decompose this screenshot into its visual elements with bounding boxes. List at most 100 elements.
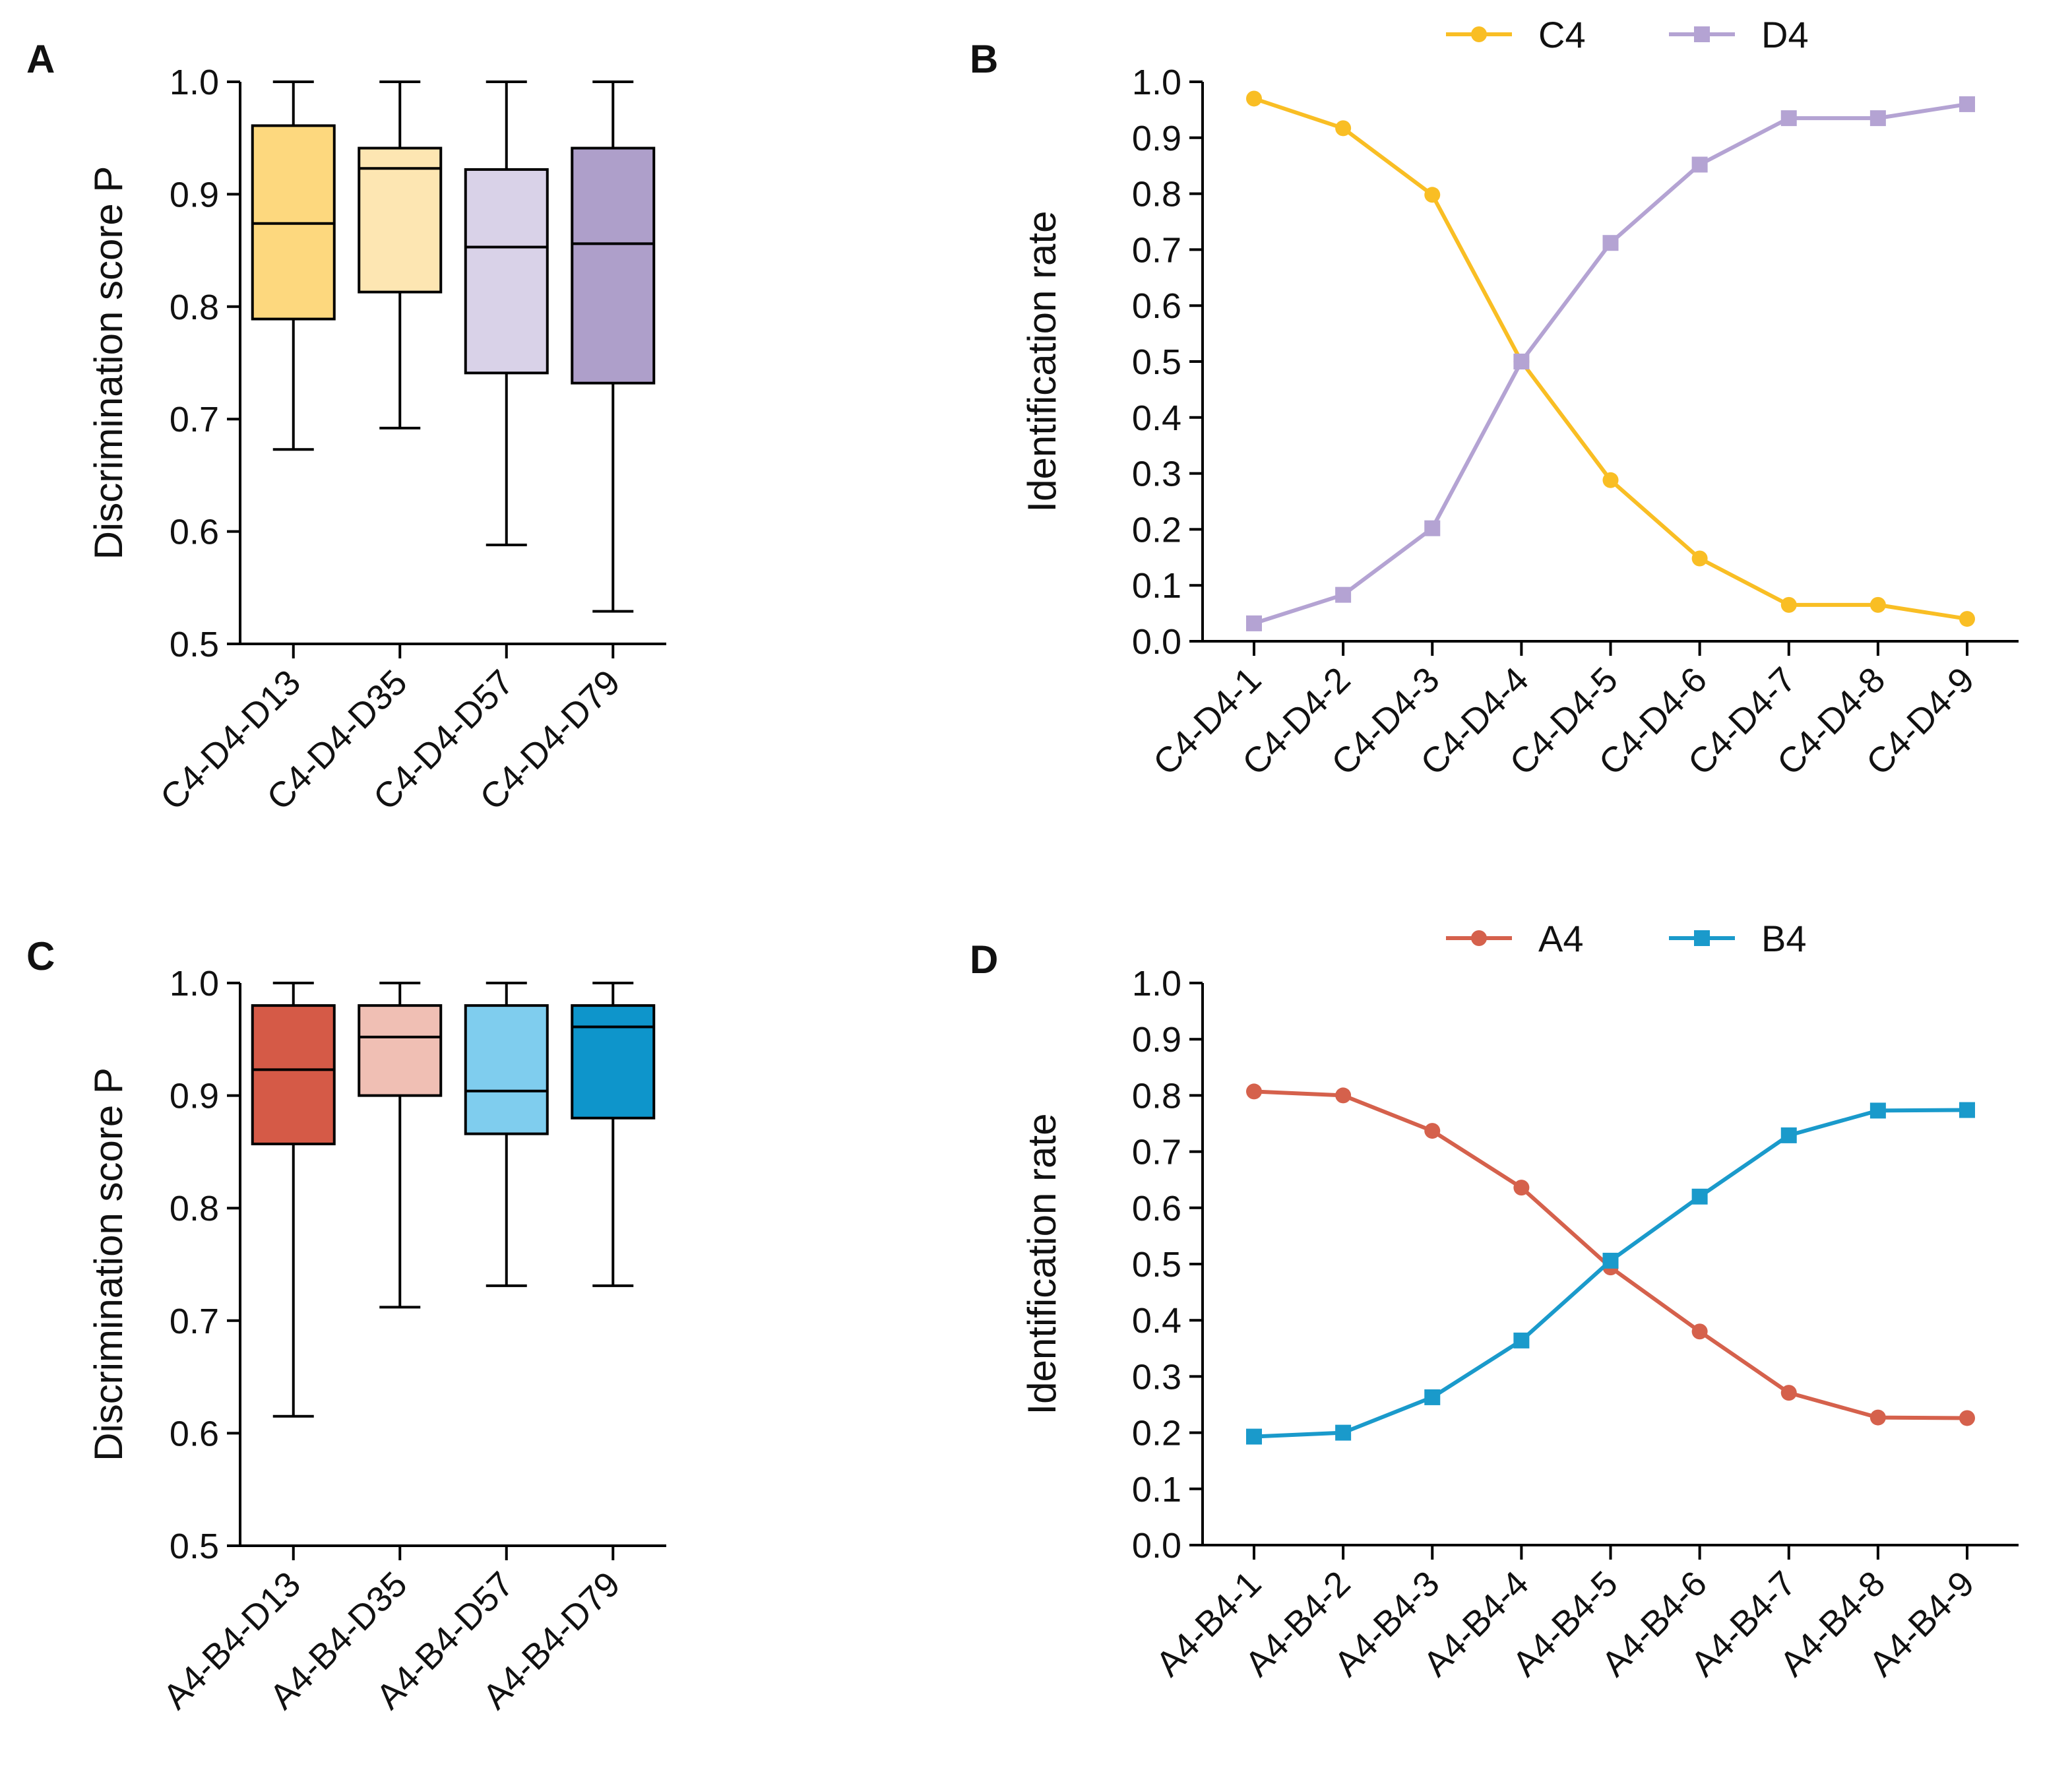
box-3 [464,982,549,1287]
data-point [1959,96,1975,112]
data-point [1602,1252,1619,1269]
panel-b-letter: B [970,37,998,81]
y-tick-label: 0.6 [170,1414,219,1453]
legend-label: D4 [1761,14,1809,55]
y-tick-label: 0.8 [1132,175,1181,214]
y-axis-title: Discrimination score P [86,1067,131,1461]
panel-b: B 0.00.10.20.30.40.50.60.70.80.91.0C4-D4… [970,14,2019,783]
data-point [1959,611,1975,627]
data-point [1602,472,1619,488]
box-2 [358,982,443,1309]
y-tick-label: 0.4 [1132,398,1181,438]
iqr-box [358,146,443,294]
legend-label: B4 [1761,918,1807,959]
y-tick-label: 0.3 [1132,455,1181,494]
y-tick-label: 0.8 [1132,1076,1181,1116]
data-point [1869,596,1886,613]
y-tick-label: 0.4 [1132,1301,1181,1341]
data-point [1335,1424,1352,1441]
y-tick-label: 0.6 [170,513,219,552]
iqr-box [571,146,656,385]
y-tick-label: 0.1 [1132,1470,1181,1509]
y-tick-label: 0.7 [1132,1133,1181,1172]
y-tick-label: 0.5 [170,625,219,664]
legend-marker [1694,930,1710,946]
data-point [1869,1409,1886,1426]
y-tick-label: 1.0 [1132,964,1181,1003]
iqr-box [464,1004,549,1135]
y-tick-label: 1.0 [170,63,219,102]
y-tick-label: 0.5 [170,1527,219,1566]
data-point [1335,1087,1352,1104]
legend-entry-C4: C4 [1446,14,1586,55]
data-point [1869,110,1886,127]
data-point [1959,1410,1975,1426]
data-point [1602,235,1619,251]
iqr-box [358,1004,443,1097]
series-D4 [1246,96,1975,631]
data-point [1246,615,1262,631]
panel-a-plot: 0.50.60.70.80.91.0C4-D4-D13C4-D4-D35C4-D… [86,63,666,818]
box-1 [251,982,336,1418]
data-point [1246,1083,1262,1100]
panel-d-letter: D [970,937,998,982]
data-point [1869,1102,1886,1119]
legend-marker [1471,930,1487,946]
panel-c-letter: C [26,934,55,978]
y-tick-label: 0.2 [1132,510,1181,550]
iqr-box [464,168,549,375]
legend-entry-D4: D4 [1669,14,1809,55]
box-4 [571,80,656,613]
legend-entry-A4: A4 [1446,918,1584,959]
data-point [1959,1102,1975,1118]
panel-a: A 0.50.60.70.80.91.0C4-D4-D13C4-D4-D35C4… [26,37,666,818]
y-axis-title: Discrimination score P [86,166,131,560]
legend-marker [1471,26,1487,42]
legend-marker [1694,26,1710,42]
data-point [1335,120,1352,137]
panel-c-plot: 0.50.60.70.80.91.0A4-B4-D13A4-B4-D35A4-B… [86,964,666,1717]
data-point [1691,156,1708,173]
panel-d-plot: 0.00.10.20.30.40.50.60.70.80.91.0A4-B4-1… [1020,918,2019,1684]
panel-c: C 0.50.60.70.80.91.0A4-B4-D13A4-B4-D35A4… [26,934,666,1717]
y-tick-label: 0.5 [1132,342,1181,382]
panel-d: D 0.00.10.20.30.40.50.60.70.80.91.0A4-B4… [970,918,2019,1684]
data-point [1424,520,1441,536]
y-tick-label: 0.6 [1132,286,1181,326]
data-point [1691,1323,1708,1340]
series-B4 [1246,1102,1975,1445]
box-1 [251,80,336,451]
data-point [1513,1332,1530,1348]
data-point [1691,1188,1708,1205]
y-tick-label: 0.9 [170,175,219,214]
y-tick-label: 0.9 [1132,1020,1181,1060]
y-tick-label: 0.6 [1132,1189,1181,1228]
data-point [1424,1389,1441,1405]
series-C4 [1246,90,1975,627]
panel-a-letter: A [26,37,55,81]
data-point [1513,1180,1530,1196]
y-tick-label: 1.0 [170,964,219,1003]
y-axis-title: Identification rate [1020,1114,1064,1415]
iqr-box [571,1004,656,1120]
data-point [1780,596,1797,613]
iqr-box [251,1004,336,1145]
data-point [1424,187,1441,203]
legend-entry-B4: B4 [1669,918,1807,959]
y-tick-label: 0.0 [1132,622,1181,662]
box-4 [571,982,656,1287]
y-tick-label: 0.7 [170,1302,219,1341]
y-tick-label: 0.8 [170,288,219,327]
y-tick-label: 0.7 [1132,230,1181,270]
series-line [1253,102,1968,625]
y-tick-label: 0.7 [170,400,219,439]
y-tick-label: 0.8 [170,1189,219,1228]
data-point [1780,110,1797,127]
legend-label: C4 [1538,14,1586,55]
data-point [1780,1385,1797,1401]
legend-label: A4 [1538,918,1584,959]
series-line [1253,96,1968,621]
y-tick-label: 0.1 [1132,566,1181,606]
y-tick-label: 1.0 [1132,63,1181,102]
